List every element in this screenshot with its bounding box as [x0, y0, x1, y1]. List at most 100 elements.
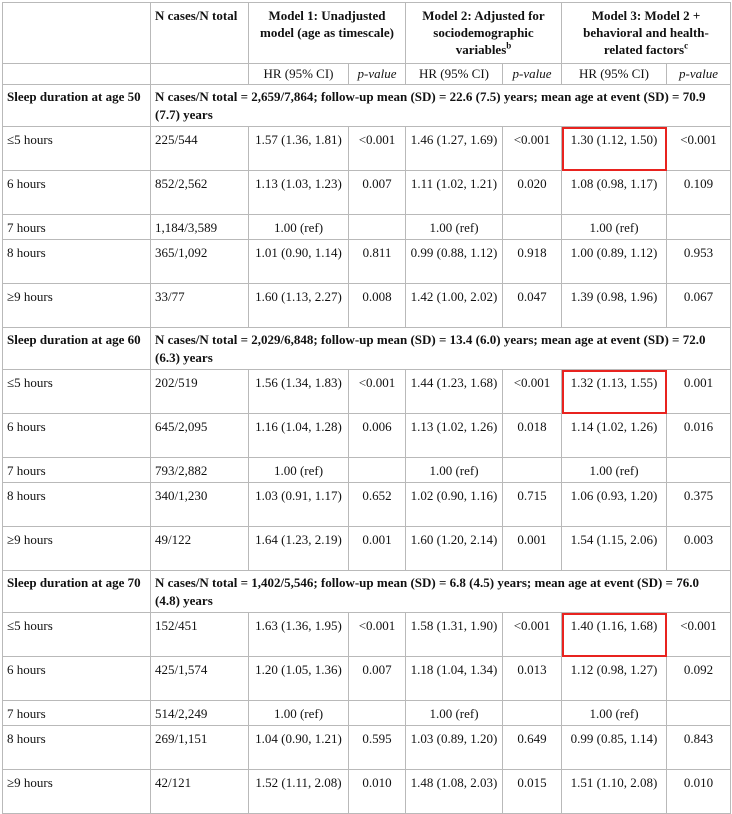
- m3-p-cell: [666, 700, 731, 726]
- m2-hr-cell: 1.11 (1.02, 1.21): [405, 170, 503, 215]
- table-row: ≤5 hours 152/451 1.63 (1.36, 1.95) <0.001 1.…: [2, 612, 731, 657]
- header-empty-cell: [2, 2, 151, 64]
- m3-hr-cell: 1.00 (0.89, 1.12): [561, 239, 667, 284]
- section-title: Sleep duration at age 50: [2, 84, 151, 127]
- header-model1: Model 1: Unadjusted model (age as timesc…: [248, 2, 406, 64]
- section-title: Sleep duration at age 60: [2, 327, 151, 370]
- table-row: ≤5 hours 225/544 1.57 (1.36, 1.81) <0.001 1.…: [2, 126, 731, 171]
- m2-hr-cell: 1.48 (1.08, 2.03): [405, 769, 503, 814]
- m1-p-cell: 0.007: [348, 656, 406, 701]
- m3-hr-cell: 1.06 (0.93, 1.20): [561, 482, 667, 527]
- header-model3-sup: c: [684, 40, 689, 51]
- m2-p-cell: [502, 457, 562, 483]
- table-body: Sleep duration at age 50 N cases/N total …: [2, 84, 731, 814]
- row-label: 6 hours: [2, 413, 151, 458]
- m1-hr-cell: 1.20 (1.05, 1.36): [248, 656, 349, 701]
- m3-p-cell: 0.092: [666, 656, 731, 701]
- m1-p-cell: 0.006: [348, 413, 406, 458]
- ncases-cell: 225/544: [150, 126, 249, 171]
- m2-hr-cell: 0.99 (0.88, 1.12): [405, 239, 503, 284]
- m2-p-cell: 0.013: [502, 656, 562, 701]
- row-label: ≥9 hours: [2, 526, 151, 571]
- m2-p-cell: 0.020: [502, 170, 562, 215]
- m1-p-cell: 0.811: [348, 239, 406, 284]
- section-header-row: Sleep duration at age 60 N cases/N total …: [2, 327, 731, 370]
- row-label: ≥9 hours: [2, 769, 151, 814]
- header-row: N cases/N total Model 1: Unadjusted mode…: [2, 2, 731, 64]
- m1-hr-cell: 1.63 (1.36, 1.95): [248, 612, 349, 657]
- table-row: 7 hours 1,184/3,589 1.00 (ref) 1.00 (ref) 1.…: [2, 214, 731, 240]
- m1-p-cell: <0.001: [348, 369, 406, 414]
- table-row: ≥9 hours 33/77 1.60 (1.13, 2.27) 0.008 1.42 …: [2, 283, 731, 328]
- m1-p-cell: <0.001: [348, 126, 406, 171]
- table-row: 7 hours 514/2,249 1.00 (ref) 1.00 (ref) 1.00…: [2, 700, 731, 726]
- m3-hr-cell: 1.08 (0.98, 1.17): [561, 170, 667, 215]
- m2-hr-cell: 1.13 (1.02, 1.26): [405, 413, 503, 458]
- m1-hr-cell: 1.00 (ref): [248, 214, 349, 240]
- m2-hr-cell: 1.00 (ref): [405, 700, 503, 726]
- row-label: ≥9 hours: [2, 283, 151, 328]
- m2-p-cell: 0.918: [502, 239, 562, 284]
- section-summary: N cases/N total = 2,659/7,864; follow-up…: [150, 84, 731, 127]
- m2-p-cell: 0.001: [502, 526, 562, 571]
- m2-p-cell: 0.015: [502, 769, 562, 814]
- m2-hr-cell: 1.18 (1.04, 1.34): [405, 656, 503, 701]
- m1-p-cell: 0.008: [348, 283, 406, 328]
- ncases-cell: 340/1,230: [150, 482, 249, 527]
- row-label: 7 hours: [2, 214, 151, 240]
- m2-p-cell: 0.649: [502, 725, 562, 770]
- table-row: ≥9 hours 49/122 1.64 (1.23, 2.19) 0.001 1.60…: [2, 526, 731, 571]
- m3-p-cell: 0.375: [666, 482, 731, 527]
- row-label: 8 hours: [2, 239, 151, 284]
- ncases-cell: 645/2,095: [150, 413, 249, 458]
- ncases-cell: 49/122: [150, 526, 249, 571]
- m2-p-cell: <0.001: [502, 126, 562, 171]
- m3-p-cell: [666, 214, 731, 240]
- section-summary: N cases/N total = 1,402/5,546; follow-up…: [150, 570, 731, 613]
- ncases-cell: 33/77: [150, 283, 249, 328]
- m1-hr-cell: 1.00 (ref): [248, 700, 349, 726]
- subheader-m3-p: p-value: [666, 63, 731, 85]
- m3-p-cell: 0.001: [666, 369, 731, 414]
- m3-hr-cell: 0.99 (0.85, 1.14): [561, 725, 667, 770]
- header-model3-text: Model 3: Model 2 + behavioral and health…: [583, 8, 709, 57]
- m1-p-cell: [348, 214, 406, 240]
- m1-p-cell: [348, 457, 406, 483]
- m1-hr-cell: 1.13 (1.03, 1.23): [248, 170, 349, 215]
- m1-p-cell: <0.001: [348, 612, 406, 657]
- m1-hr-cell: 1.60 (1.13, 2.27): [248, 283, 349, 328]
- m3-hr-cell: 1.12 (0.98, 1.27): [561, 656, 667, 701]
- m3-p-cell: 0.843: [666, 725, 731, 770]
- row-label: ≤5 hours: [2, 126, 151, 171]
- m3-hr-cell: 1.40 (1.16, 1.68): [561, 612, 667, 657]
- m1-hr-cell: 1.57 (1.36, 1.81): [248, 126, 349, 171]
- m1-hr-cell: 1.52 (1.11, 2.08): [248, 769, 349, 814]
- ncases-cell: 514/2,249: [150, 700, 249, 726]
- header-ncases: N cases/N total: [150, 2, 249, 64]
- m3-hr-cell: 1.14 (1.02, 1.26): [561, 413, 667, 458]
- section-title: Sleep duration at age 70: [2, 570, 151, 613]
- m3-hr-cell: 1.54 (1.15, 2.06): [561, 526, 667, 571]
- header-model2: Model 2: Adjusted for sociodemographic v…: [405, 2, 562, 64]
- m2-p-cell: <0.001: [502, 369, 562, 414]
- m2-hr-cell: 1.00 (ref): [405, 214, 503, 240]
- ncases-cell: 852/2,562: [150, 170, 249, 215]
- subheader-m2-hr: HR (95% CI): [405, 63, 503, 85]
- m3-hr-cell: 1.30 (1.12, 1.50): [561, 126, 667, 171]
- table-row: ≥9 hours 42/121 1.52 (1.11, 2.08) 0.010 1.48…: [2, 769, 731, 814]
- ncases-cell: 425/1,574: [150, 656, 249, 701]
- ncases-cell: 152/451: [150, 612, 249, 657]
- row-label: 7 hours: [2, 700, 151, 726]
- m1-hr-cell: 1.01 (0.90, 1.14): [248, 239, 349, 284]
- section-header-row: Sleep duration at age 50 N cases/N total …: [2, 84, 731, 127]
- table-row: 6 hours 645/2,095 1.16 (1.04, 1.28) 0.006 1.…: [2, 413, 731, 458]
- ncases-cell: 269/1,151: [150, 725, 249, 770]
- m3-hr-cell: 1.00 (ref): [561, 457, 667, 483]
- m3-p-cell: 0.010: [666, 769, 731, 814]
- m2-hr-cell: 1.44 (1.23, 1.68): [405, 369, 503, 414]
- m2-hr-cell: 1.46 (1.27, 1.69): [405, 126, 503, 171]
- m1-hr-cell: 1.16 (1.04, 1.28): [248, 413, 349, 458]
- m3-p-cell: [666, 457, 731, 483]
- subheader-m2-p: p-value: [502, 63, 562, 85]
